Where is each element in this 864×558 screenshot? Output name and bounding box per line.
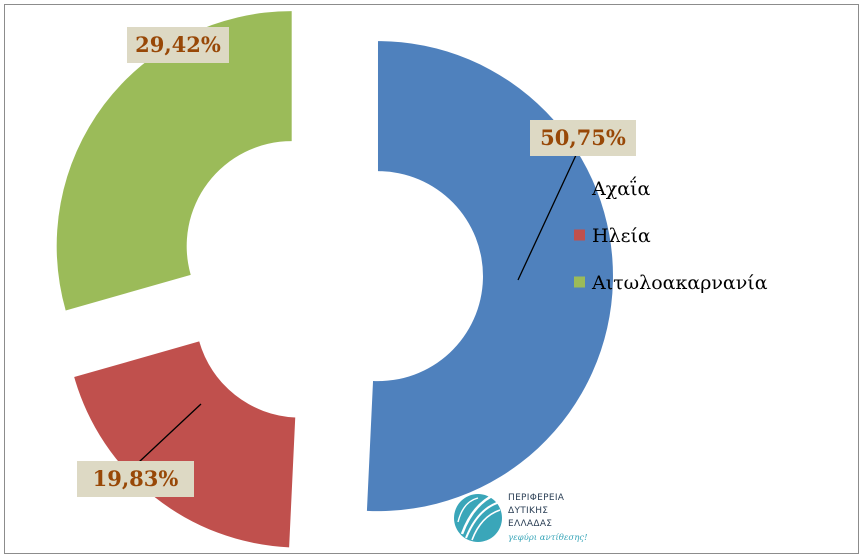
- data-label-2: 19,83%: [93, 466, 179, 491]
- legend-label-3: Αιτωλοακαρνανία: [591, 272, 768, 294]
- slice-2: [74, 341, 296, 548]
- logo-emblem-icon: [454, 492, 502, 542]
- logo-slogan: γεφύρι αντίθεσης!: [508, 532, 587, 543]
- legend: Αχαΐα Ηλεία Αιτωλοακαρνανία: [574, 175, 768, 294]
- legend-swatch-2: [574, 229, 585, 241]
- leader-lines: [138, 152, 578, 463]
- slice-3: [56, 11, 292, 311]
- logo-line-2: ΔΥΤΙΚΗΣ: [508, 506, 548, 516]
- region-logo: ΠΕΡΙΦΕΡΕΙΑ ΔΥΤΙΚΗΣ ΕΛΛΑΔΑΣ γεφύρι αντίθε…: [454, 492, 587, 543]
- data-label-box-3: [127, 27, 229, 63]
- legend-swatch-1: [574, 182, 585, 194]
- slices: [56, 11, 613, 548]
- data-labels: 50,75% 19,83% 29,42%: [77, 27, 636, 497]
- data-label-3: 29,42%: [135, 32, 221, 57]
- legend-swatch-3: [574, 276, 585, 288]
- data-label-1: 50,75%: [540, 125, 626, 150]
- legend-label-1: Αχαΐα: [591, 175, 651, 200]
- logo-line-1: ΠΕΡΙΦΕΡΕΙΑ: [508, 493, 565, 503]
- data-label-box-1: [530, 120, 636, 156]
- legend-label-2: Ηλεία: [592, 225, 651, 247]
- logo-line-3: ΕΛΛΑΔΑΣ: [508, 519, 552, 529]
- leader-line-1: [517, 152, 578, 281]
- slice-1: [366, 41, 613, 512]
- data-label-box-2: [77, 461, 194, 497]
- leader-line-2: [138, 403, 202, 463]
